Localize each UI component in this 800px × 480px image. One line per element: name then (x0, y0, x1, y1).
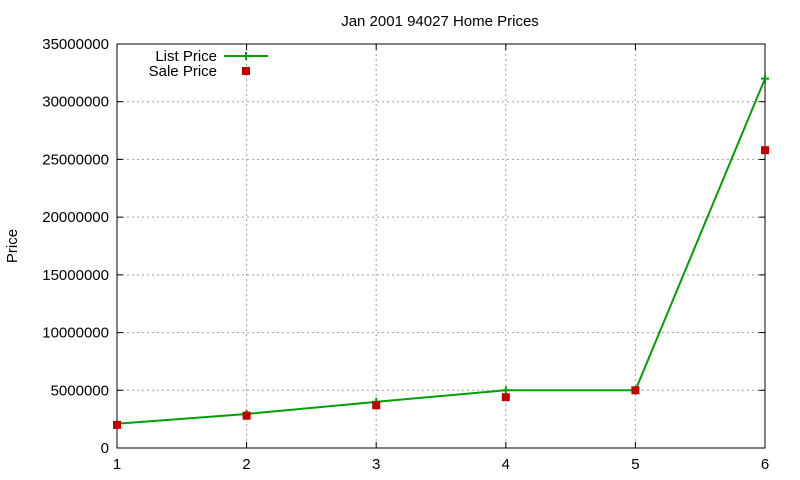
y-tick-label: 35000000 (42, 36, 109, 53)
x-tick-label: 3 (372, 456, 380, 473)
plot-border (116, 43, 766, 449)
sale-price-point (372, 401, 381, 410)
y-tick-label: 0 (101, 440, 109, 457)
y-tick-label: 30000000 (42, 94, 109, 111)
axis-ticks: 1 2 3 4 5 6 0 5000000 10000000 15000000 20000000 25… (42, 36, 769, 473)
list-price-point (501, 386, 510, 395)
y-tick-label: 15000000 (42, 267, 109, 284)
sale-price-point (761, 146, 769, 155)
legend-label-sale-price: Sale Price (149, 63, 217, 80)
sale-price-point (113, 420, 121, 429)
legend-marker-sale-price (242, 67, 250, 75)
list-price-point (761, 74, 769, 83)
list-price-line (116, 78, 766, 425)
x-tick-label: 6 (761, 456, 769, 473)
y-tick-label: 10000000 (42, 325, 109, 342)
sale-price-point (631, 386, 640, 395)
chart-title: Jan 2001 94027 Home Prices (341, 13, 539, 30)
y-tick-label: 25000000 (42, 151, 109, 168)
grid (117, 44, 765, 448)
y-axis-label: Price (4, 229, 21, 263)
sale-price-point (501, 393, 510, 402)
x-tick-label: 5 (631, 456, 639, 473)
x-tick-label: 1 (113, 456, 121, 473)
series-layer (113, 74, 769, 429)
y-tick-label: 5000000 (51, 382, 109, 399)
y-tick-label: 20000000 (42, 209, 109, 226)
sale-price-point (242, 411, 251, 420)
x-tick-label: 4 (502, 456, 510, 473)
legend-label-list-price: List Price (155, 48, 217, 65)
x-tick-label: 2 (242, 456, 250, 473)
